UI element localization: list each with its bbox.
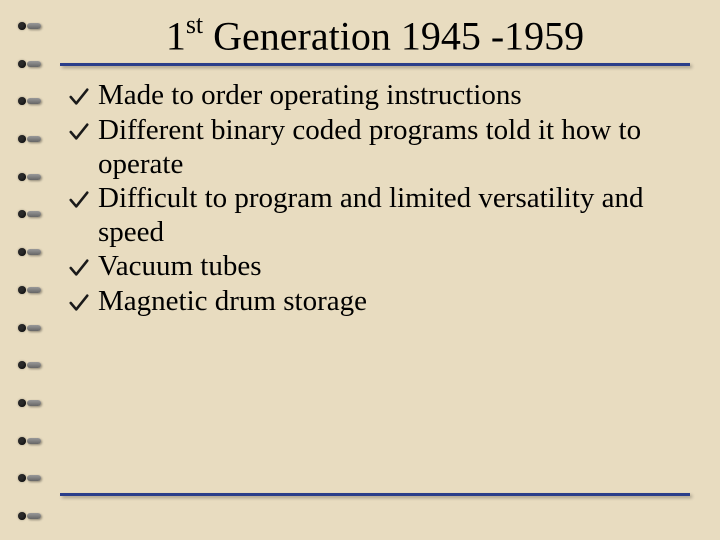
bullet-text: Made to order operating instructions (98, 79, 522, 111)
spiral-hole (18, 359, 42, 369)
check-icon (68, 288, 90, 310)
list-item: Magnetic drum storage (68, 284, 690, 318)
spiral-hole (18, 208, 42, 218)
spiral-hole (18, 171, 42, 181)
spiral-hole (18, 435, 42, 445)
spiral-hole (18, 284, 42, 294)
bullet-text: Vacuum tubes (98, 250, 262, 282)
bullet-text: Different binary coded programs told it … (98, 114, 641, 180)
spiral-hole (18, 322, 42, 332)
check-icon (68, 117, 90, 139)
check-icon (68, 185, 90, 207)
title-underline (60, 63, 690, 66)
title-ordinal: 1 (166, 13, 186, 58)
spiral-hole (18, 133, 42, 143)
slide-title: 1st Generation 1945 -1959 (60, 12, 690, 63)
title-suffix: st (186, 10, 203, 39)
spiral-hole (18, 20, 42, 30)
spiral-hole (18, 95, 42, 105)
slide-container: 1st Generation 1945 -1959 Made to order … (60, 12, 690, 510)
spiral-hole (18, 472, 42, 482)
footer-underline (60, 493, 690, 496)
list-item: Made to order operating instructions (68, 78, 690, 112)
spiral-hole (18, 246, 42, 256)
check-icon (68, 82, 90, 104)
bullet-list: Made to order operating instructions Dif… (60, 78, 690, 318)
list-item: Difficult to program and limited versati… (68, 181, 690, 249)
bullet-text: Magnetic drum storage (98, 285, 367, 317)
spiral-binding (18, 20, 48, 520)
bullet-text: Difficult to program and limited versati… (98, 182, 644, 248)
title-rest: Generation 1945 -1959 (203, 13, 584, 58)
list-item: Vacuum tubes (68, 249, 690, 283)
list-item: Different binary coded programs told it … (68, 113, 690, 181)
check-icon (68, 253, 90, 275)
spiral-hole (18, 397, 42, 407)
spiral-hole (18, 58, 42, 68)
spiral-hole (18, 510, 42, 520)
